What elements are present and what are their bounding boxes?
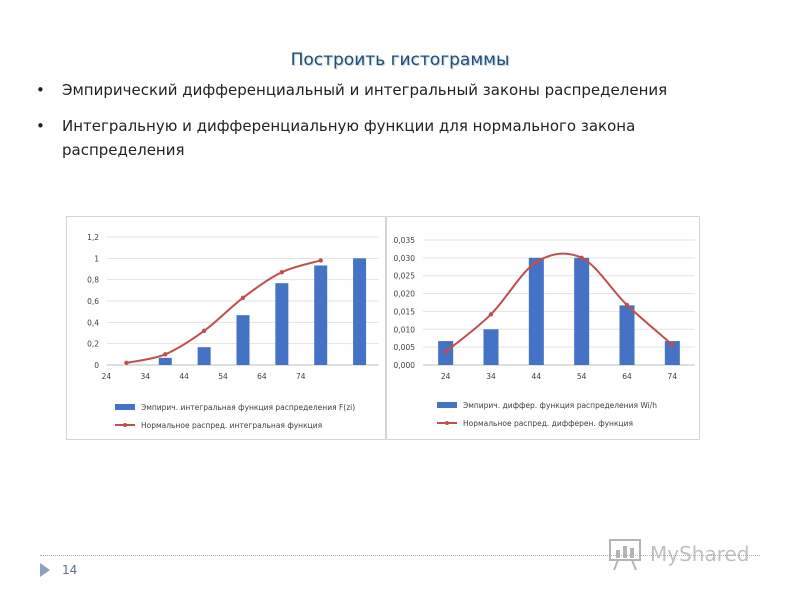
differential-chart-y-tick-label: 0,020 (394, 290, 416, 299)
slide-title: Построить гистограммы (290, 50, 510, 70)
integral-chart-bar (275, 283, 289, 365)
integral-chart-line-point (279, 270, 285, 275)
differential-chart-y-tick-label: 0,010 (394, 325, 416, 334)
integral-chart-legend-bar-swatch (115, 404, 135, 410)
integral-chart-svg: 0 0,2 0,4 0,6 0,8 1 1,2 24 34 44 54 64 74 Эмпирич. ин… (87, 233, 379, 430)
differential-chart-y-tick-label: 0,030 (394, 254, 416, 263)
bullet-glyph: • (36, 81, 45, 99)
page-number: 14 (62, 563, 78, 577)
integral-chart-y-tick-label: 0,4 (87, 318, 99, 327)
integral-chart-y-tick-label: 0,2 (87, 340, 99, 349)
integral-chart-x-tick-label: 54 (218, 372, 228, 381)
bullet-text: Эмпирический дифференциальный и интеграл… (62, 81, 668, 99)
differential-chart: 0,000 0,005 0,010 0,015 0,020 0,025 0,030 0,035… (386, 216, 700, 440)
integral-chart-bar (314, 265, 328, 365)
integral-chart-x-tick-label: 64 (257, 372, 267, 381)
integral-chart-x-tick-label: 34 (141, 372, 151, 381)
differential-chart-x-tick-label: 64 (622, 372, 632, 381)
bullet-item: • Эмпирический дифференциальный и интегр… (36, 78, 756, 102)
differential-chart-bar (574, 257, 590, 365)
differential-chart-line-point (624, 302, 630, 308)
differential-chart-x-tick-label: 54 (577, 372, 587, 381)
differential-chart-line-point (579, 255, 584, 261)
integral-chart-legend-bar-label: Эмпирич. интегральная функция распределе… (141, 403, 355, 412)
integral-chart-y-tick-label: 0 (94, 361, 99, 370)
differential-chart-y-tick-label: 0,000 (394, 361, 416, 370)
integral-chart-line-point (124, 360, 129, 366)
integral-chart-line-point (163, 352, 168, 357)
differential-chart-svg: 0,000 0,005 0,010 0,015 0,020 0,025 0,030 0,035… (394, 236, 695, 428)
differential-chart-line-point (534, 259, 539, 265)
differential-chart-x-tick-label: 34 (486, 372, 496, 381)
differential-chart-bar (664, 341, 680, 365)
integral-chart: 0 0,2 0,4 0,6 0,8 1 1,2 24 34 44 54 64 74 Эмпирич. ин… (66, 216, 386, 440)
integral-chart-normal-line (126, 259, 322, 364)
differential-chart-line-point (443, 349, 448, 354)
integral-chart-y-tick-label: 0,8 (87, 276, 99, 285)
integral-chart-legend-line-marker (123, 423, 127, 427)
differential-chart-y-tick-label: 0,035 (394, 236, 416, 245)
presentation-board-icon (609, 539, 641, 571)
differential-chart-y-tick-label: 0,025 (394, 272, 416, 281)
footer-divider (40, 555, 760, 556)
differential-chart-legend-bar-label: Эмпирич. диффер. функция распределения W… (463, 401, 657, 410)
bullet-item: • Интегральную и дифференциальную функци… (36, 114, 756, 162)
integral-chart-line-point (318, 258, 323, 263)
differential-chart-bar (483, 329, 499, 365)
integral-chart-bar (236, 315, 250, 365)
integral-chart-x-tick-label: 44 (179, 372, 189, 381)
footer-arrow-icon (40, 563, 50, 577)
differential-chart-x-tick-label: 74 (668, 372, 678, 381)
bullet-glyph: • (36, 117, 45, 135)
integral-chart-y-tick-label: 0,6 (87, 297, 99, 306)
integral-chart-x-tick-label: 24 (102, 372, 112, 381)
bullet-list: • Эмпирический дифференциальный и интегр… (36, 78, 756, 174)
differential-chart-line-point (488, 312, 494, 317)
integral-chart-line-point (201, 328, 207, 334)
integral-chart-y-tick-label: 1 (94, 254, 99, 263)
differential-chart-normal-line (445, 252, 673, 353)
differential-chart-y-tick-label: 0,005 (394, 343, 416, 352)
differential-chart-x-tick-label: 44 (532, 372, 542, 381)
integral-chart-line-point (240, 295, 246, 300)
bullet-text: Интегральную и дифференциальную функции … (62, 117, 636, 159)
watermark-logo: MyShared (606, 536, 766, 572)
differential-chart-bar (528, 257, 544, 365)
integral-chart-legend-line-label: Нормальное распред. интегральная функция (141, 421, 322, 430)
differential-chart-bar (619, 305, 635, 365)
integral-chart-bar (197, 347, 211, 365)
watermark-text: MyShared (650, 542, 750, 566)
integral-chart-x-tick-label: 74 (296, 372, 306, 381)
integral-chart-bar (158, 357, 172, 365)
differential-chart-x-tick-label: 24 (441, 372, 451, 381)
differential-chart-line-point (670, 342, 675, 347)
differential-chart-y-tick-label: 0,015 (394, 307, 416, 316)
integral-chart-y-tick-label: 1,2 (87, 233, 99, 242)
differential-chart-legend-line-label: Нормальное распред. дифферен. функция (463, 419, 633, 428)
integral-chart-bar (353, 258, 367, 365)
differential-chart-legend-line-marker (445, 421, 449, 425)
differential-chart-legend-bar-swatch (437, 402, 457, 408)
